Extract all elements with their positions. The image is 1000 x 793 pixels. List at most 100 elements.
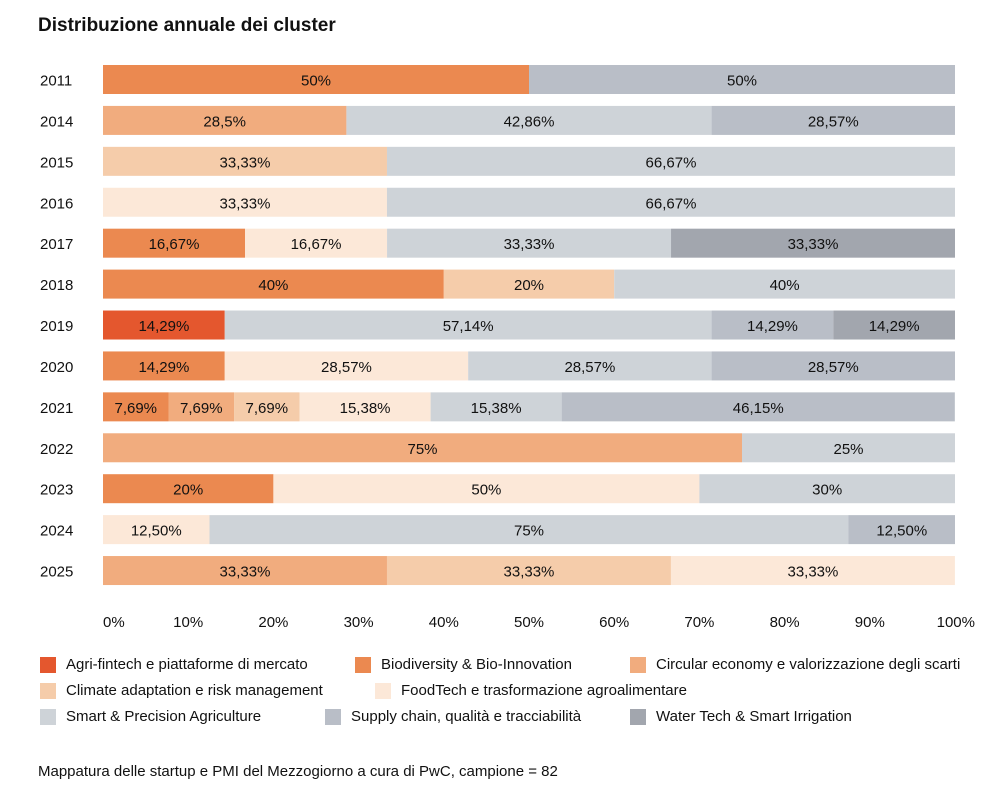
legend-swatch bbox=[40, 682, 56, 699]
data-label: 66,67% bbox=[646, 195, 697, 212]
data-label: 7,69% bbox=[114, 400, 157, 417]
bar-segment bbox=[430, 392, 562, 422]
legend-item: Water Tech & Smart Irrigation bbox=[630, 708, 852, 725]
legend-item: Agri-fintech e piattaforme di mercato bbox=[40, 656, 308, 673]
x-tick-label: 70% bbox=[684, 614, 714, 631]
data-label: 7,69% bbox=[246, 400, 289, 417]
legend-swatch bbox=[40, 708, 56, 725]
data-label: 14,29% bbox=[138, 318, 189, 335]
y-tick-label: 2022 bbox=[40, 441, 73, 458]
y-tick-label: 2011 bbox=[40, 73, 72, 90]
legend-label: FoodTech e trasformazione agroalimentare bbox=[401, 682, 687, 699]
data-label: 50% bbox=[727, 73, 757, 90]
data-label: 15,38% bbox=[340, 400, 391, 417]
bar-segment bbox=[224, 351, 469, 381]
data-label: 28,57% bbox=[808, 359, 859, 376]
legend-item: Circular economy e valorizzazione degli … bbox=[630, 656, 960, 673]
data-label: 75% bbox=[407, 441, 437, 458]
data-label: 33,33% bbox=[787, 564, 838, 581]
bar-segment bbox=[468, 351, 712, 381]
data-label: 30% bbox=[812, 482, 842, 499]
y-tick-label: 2025 bbox=[40, 564, 73, 581]
bar-segment bbox=[103, 351, 225, 381]
data-label: 25% bbox=[833, 441, 863, 458]
data-label: 7,69% bbox=[180, 400, 223, 417]
legend-label: Agri-fintech e piattaforme di mercato bbox=[66, 656, 308, 673]
y-tick-label: 2018 bbox=[40, 277, 73, 294]
data-label: 20% bbox=[173, 482, 203, 499]
x-tick-label: 30% bbox=[344, 614, 374, 631]
legend-swatch bbox=[325, 708, 341, 725]
y-axis: 2011 2014 2015 2016 2017 2018 2019 2020 2021 2022… bbox=[40, 73, 73, 581]
legend-row: Climate adaptation e risk management Food… bbox=[40, 682, 990, 708]
bar-segment bbox=[234, 392, 300, 422]
legend-item: FoodTech e trasformazione agroalimentare bbox=[375, 682, 687, 699]
x-tick-label: 90% bbox=[855, 614, 885, 631]
data-label: 33,33% bbox=[220, 195, 271, 212]
data-label: 33,33% bbox=[788, 236, 839, 253]
legend-item: Biodiversity & Bio-Innovation bbox=[355, 656, 572, 673]
legend-item: Supply chain, qualità e tracciabilità bbox=[325, 708, 581, 725]
data-label: 57,14% bbox=[443, 318, 494, 335]
bar-segment bbox=[103, 146, 387, 176]
y-tick-label: 2015 bbox=[40, 154, 73, 171]
bar-segment bbox=[103, 269, 444, 299]
y-tick-label: 2020 bbox=[40, 359, 73, 376]
data-label: 33,33% bbox=[220, 154, 271, 171]
bar-segment bbox=[103, 515, 210, 545]
bar-segment bbox=[711, 310, 834, 340]
legend-label: Circular economy e valorizzazione degli … bbox=[656, 656, 961, 673]
data-label: 15,38% bbox=[471, 400, 522, 417]
bar-segment bbox=[209, 515, 849, 545]
x-tick-label: 10% bbox=[173, 614, 203, 631]
y-tick-label: 2017 bbox=[40, 236, 73, 253]
legend-label: Smart & Precision Agriculture bbox=[66, 708, 262, 725]
legend: Agri-fintech e piattaforme di mercato Bio… bbox=[40, 656, 990, 734]
data-label: 28,57% bbox=[808, 113, 859, 130]
x-tick-label: 0% bbox=[103, 614, 125, 631]
y-tick-label: 2014 bbox=[40, 113, 73, 130]
bar-segment bbox=[103, 556, 387, 586]
data-label: 75% bbox=[514, 523, 544, 540]
x-tick-label: 80% bbox=[770, 614, 800, 631]
data-labels-layer: 50% 50% 28,5% 42,86% 28,57% 33,33% 66,67% 33,33… bbox=[114, 73, 927, 581]
data-label: 28,57% bbox=[564, 359, 615, 376]
bar-segment bbox=[346, 105, 712, 135]
bar-segment bbox=[103, 228, 246, 258]
bar-segment bbox=[443, 269, 615, 299]
legend-swatch bbox=[40, 656, 56, 673]
bar-segment bbox=[103, 474, 274, 504]
x-tick-label: 100% bbox=[937, 614, 975, 631]
bar-segment bbox=[670, 556, 955, 586]
legend-swatch bbox=[375, 682, 391, 699]
data-label: 28,5% bbox=[203, 113, 246, 130]
data-label: 50% bbox=[301, 73, 331, 90]
bar-segment bbox=[561, 392, 955, 422]
data-label: 28,57% bbox=[321, 359, 372, 376]
x-axis: 0% 10% 20% 30% 40% 50% 60% 70% 80% 90% 100% bbox=[103, 614, 975, 631]
y-tick-label: 2019 bbox=[40, 318, 73, 335]
bar-segment bbox=[833, 310, 955, 340]
data-label: 33,33% bbox=[220, 564, 271, 581]
bar-segment bbox=[273, 474, 700, 504]
data-label: 16,67% bbox=[291, 236, 342, 253]
data-label: 40% bbox=[258, 277, 288, 294]
bar-segment bbox=[848, 515, 955, 545]
bar-segment bbox=[711, 351, 955, 381]
legend-label: Biodiversity & Bio-Innovation bbox=[381, 656, 572, 673]
legend-item: Climate adaptation e risk management bbox=[40, 682, 323, 699]
legend-row: Agri-fintech e piattaforme di mercato Bio… bbox=[40, 656, 990, 682]
legend-swatch bbox=[355, 656, 371, 673]
legend-label: Water Tech & Smart Irrigation bbox=[656, 708, 852, 725]
bar-segment bbox=[224, 310, 712, 340]
bar-segment bbox=[699, 474, 955, 504]
x-tick-label: 20% bbox=[258, 614, 288, 631]
bars-layer bbox=[103, 65, 956, 586]
legend-swatch bbox=[630, 708, 646, 725]
bar-segment bbox=[103, 433, 742, 463]
data-label: 66,67% bbox=[646, 154, 697, 171]
data-label: 40% bbox=[770, 277, 800, 294]
y-tick-label: 2024 bbox=[40, 523, 73, 540]
bar-segment bbox=[103, 65, 529, 94]
bar-segment bbox=[711, 105, 955, 135]
